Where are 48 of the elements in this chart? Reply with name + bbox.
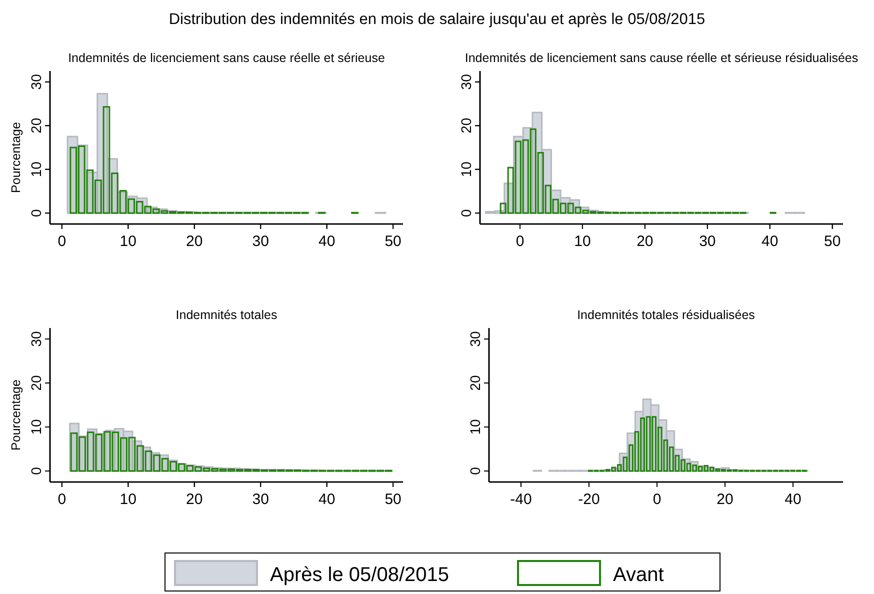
x-tick-label: 40	[318, 491, 336, 508]
y-tick-label: 20	[467, 375, 483, 391]
x-tick-label: 20	[716, 491, 734, 508]
y-tick-label: 10	[458, 161, 474, 178]
x-tick-label: 20	[636, 233, 654, 250]
x-tick-label: 10	[120, 233, 136, 250]
y-tick-label: 30	[458, 74, 474, 90]
chart-subtitle: Indemnités totales résidualisées	[577, 308, 755, 322]
x-tick-label: 10	[574, 233, 591, 250]
y-tick-label: 20	[458, 118, 474, 134]
y-tick-label: 30	[28, 74, 44, 90]
y-axis-title: Pourcentage	[9, 122, 23, 193]
x-tick-label: 40	[318, 233, 336, 250]
x-tick-label: 50	[824, 233, 841, 250]
y-tick-label: 0	[28, 208, 44, 217]
legend-label: Avant	[613, 564, 664, 586]
legend-label: Après le 05/08/2015	[270, 564, 450, 586]
x-tick-label: -40	[510, 491, 532, 508]
x-tick-label: 10	[120, 491, 136, 508]
x-tick-label: 40	[784, 491, 802, 508]
x-tick-label: 20	[186, 491, 203, 508]
x-tick-label: 0	[652, 491, 662, 508]
x-tick-label: 30	[252, 233, 269, 250]
x-tick-label: 20	[186, 233, 203, 250]
x-tick-label: 0	[58, 233, 66, 250]
x-tick-label: 0	[516, 233, 524, 250]
y-axis-title: Pourcentage	[9, 380, 23, 450]
x-tick-label: 30	[252, 491, 269, 508]
y-tick-label: 0	[467, 466, 483, 475]
y-tick-label: 10	[28, 161, 44, 178]
y-tick-label: 0	[458, 208, 474, 217]
x-tick-label: 40	[762, 233, 778, 250]
y-tick-label: 20	[28, 118, 44, 134]
x-tick-label: -20	[578, 491, 600, 508]
x-tick-label: 50	[384, 491, 402, 508]
y-tick-label: 10	[467, 419, 483, 435]
y-tick-label: 0	[28, 466, 44, 475]
text: Distribution des indemnités en mois de salaire jusqu'au et après le 05/08/2015	[168, 11, 706, 28]
y-tick-label: 30	[467, 331, 483, 347]
y-tick-label: 30	[28, 331, 44, 347]
chart-subtitle: Indemnités de licenciement sans cause réelle et sérieuse résidualisées	[464, 51, 858, 65]
x-tick-label: 30	[699, 233, 716, 250]
y-tick-label: 20	[28, 375, 44, 391]
chart-subtitle: Indemnités de licenciement sans cause réelle et sérieuse	[68, 51, 385, 65]
y-tick-label: 10	[28, 419, 44, 435]
x-tick-label: 0	[58, 491, 66, 508]
x-tick-label: 50	[384, 233, 402, 250]
chart-subtitle: Indemnités totales	[176, 308, 278, 322]
